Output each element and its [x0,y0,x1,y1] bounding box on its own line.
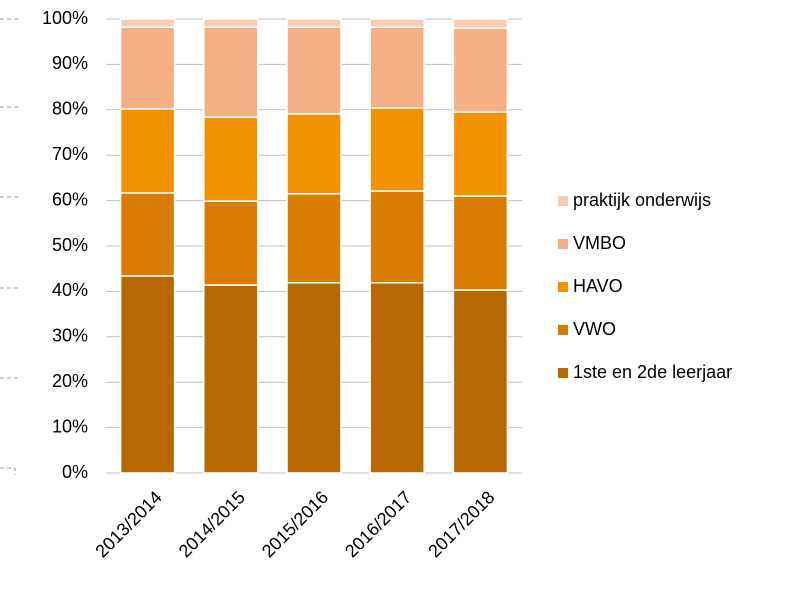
bar-segment [203,284,259,474]
legend-swatch [558,282,568,292]
bar-segment [203,116,259,202]
legend-label: VMBO [573,233,626,253]
x-tick-label: 2013/2014 [91,487,165,561]
bar-segment [119,192,176,277]
bar-segment [203,18,259,28]
legend-label: praktijk onderwijs [573,190,711,210]
x-tick-label: 2017/2018 [424,487,498,561]
bar-segment [452,111,509,197]
legend-label: VWO [573,319,616,339]
x-tick-label: 2014/2015 [175,487,249,561]
y-tick-label: 90% [52,53,88,73]
bar-segment [203,200,259,286]
bar-segment [203,26,259,118]
decor [0,18,20,475]
bar-segment [286,282,342,474]
x-tick-label: 2015/2016 [258,487,332,561]
y-tick-label: 0% [62,462,88,482]
bar-segment [119,18,176,28]
bar-segment [119,275,176,474]
bar-segment [286,26,342,115]
y-tick-label: 20% [52,371,88,391]
bar-segment [452,18,509,29]
bar-segment [369,282,425,474]
y-tick-label: 50% [52,235,88,255]
legend-label: HAVO [573,276,623,296]
legend-swatch [558,368,568,378]
legend-swatch [558,325,568,335]
y-tick-label: 60% [52,189,88,209]
bar-segment [369,107,425,192]
bar-segment [119,26,176,110]
y-tick-label: 100% [42,8,88,28]
y-tick-label: 70% [52,144,88,164]
bar-segment [119,108,176,194]
bar-segment [452,27,509,113]
legend-label: 1ste en 2de leerjaar [573,362,732,382]
bar-segment [369,190,425,284]
y-tick-label: 80% [52,99,88,119]
bar-segment [369,26,425,109]
legend-swatch [558,196,568,206]
bar-segment [286,193,342,284]
legend-swatch [558,239,568,249]
bar-segment [369,18,425,28]
bar-segment [286,113,342,195]
bar-segment [452,289,509,474]
x-tick-label: 2016/2017 [341,487,415,561]
bar-segment [452,195,509,291]
bar-segment [286,18,342,28]
decor-dash [0,467,16,475]
y-tick-label: 30% [52,326,88,346]
y-tick-label: 40% [52,280,88,300]
y-tick-label: 10% [52,416,88,436]
